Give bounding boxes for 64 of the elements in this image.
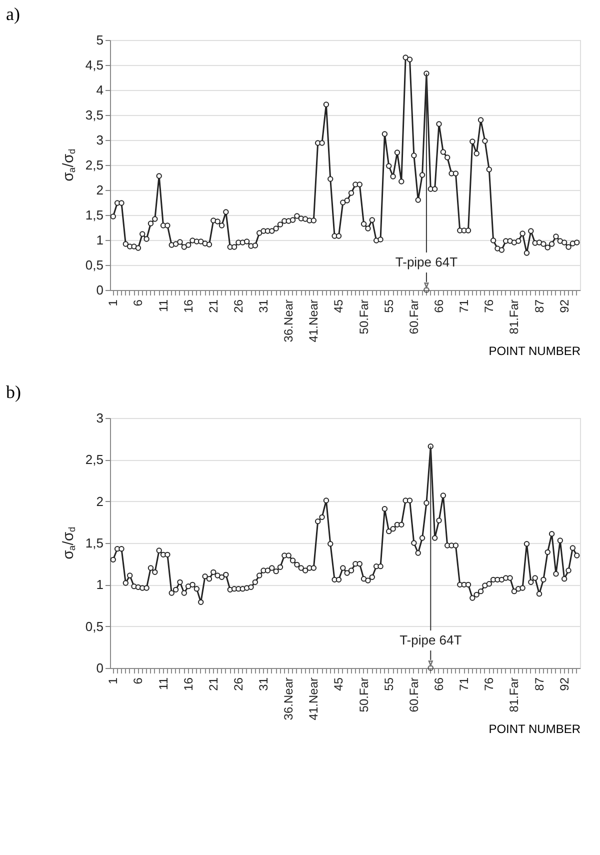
y-axis-title: σa/σd — [60, 148, 77, 182]
x-tick-label: 1 — [106, 677, 120, 684]
y-tick-label: 0 — [96, 660, 104, 676]
y-tick-label: 1 — [96, 577, 104, 592]
x-axis-title: POINT NUMBER — [488, 722, 581, 736]
x-tick-label: 87 — [532, 677, 546, 691]
x-axis-title: POINT NUMBER — [488, 344, 581, 358]
x-tick-label: 36.Near — [282, 678, 296, 720]
x-tick-label: 16 — [181, 299, 196, 313]
y-tick-label: 0,5 — [85, 618, 104, 634]
x-tick-label: 55 — [382, 299, 396, 313]
x-tick-label: 16 — [181, 677, 196, 691]
y-tick-label: 0,5 — [85, 258, 104, 272]
annotation: T-pipe 64T — [395, 254, 458, 270]
x-tick-label: 60.Far — [406, 300, 421, 334]
chart-title: b) — [6, 382, 21, 402]
y-tick-label: 2,5 — [85, 452, 104, 468]
x-tick-label: 92 — [557, 299, 572, 313]
x-tick-label: 71 — [457, 299, 472, 313]
x-tick-label: 60.Far — [406, 678, 421, 712]
y-tick-label: 2,5 — [85, 158, 104, 172]
x-tick-label: 55 — [382, 677, 396, 691]
x-tick-label: 81.Far — [507, 300, 522, 334]
x-tick-label: 26 — [231, 299, 246, 313]
x-tick-label: 21 — [206, 299, 220, 313]
x-tick-label: 76 — [482, 299, 496, 313]
y-tick-label: 1,5 — [85, 208, 104, 222]
x-tick-label: 26 — [231, 677, 246, 691]
y-tick-label: 3 — [96, 410, 104, 426]
y-tick-label: 2 — [96, 182, 104, 198]
y-tick-label: 2 — [96, 494, 104, 509]
x-tick-label: 31 — [256, 299, 271, 313]
y-tick-label: 3,5 — [85, 108, 104, 122]
x-tick-label: 31 — [256, 677, 271, 691]
x-tick-label: 92 — [557, 677, 572, 691]
x-tick-label: 45 — [332, 677, 346, 691]
x-tick-label: 11 — [156, 677, 170, 690]
y-tick-label: 1,5 — [85, 536, 104, 550]
x-tick-label: 36.Near — [282, 300, 296, 342]
y-tick-label: 4 — [96, 82, 104, 98]
x-tick-label: 50.Far — [356, 678, 371, 712]
chart-title: a) — [6, 4, 20, 24]
x-tick-label: 87 — [532, 299, 546, 313]
y-tick-label: 0 — [96, 282, 104, 298]
y-axis-title: σa/σd — [60, 526, 77, 560]
x-tick-label: 6 — [131, 299, 146, 306]
x-tick-label: 41.Near — [306, 300, 321, 342]
x-tick-label: 50.Far — [356, 300, 371, 334]
x-tick-label: 41.Near — [306, 678, 321, 720]
x-tick-label: 11 — [156, 299, 170, 312]
x-tick-label: 21 — [206, 677, 220, 691]
x-tick-label: 71 — [457, 677, 472, 691]
x-tick-label: 45 — [332, 299, 346, 313]
y-tick-label: 1 — [96, 232, 104, 248]
y-tick-label: 3 — [96, 132, 104, 148]
x-tick-label: 66 — [432, 677, 446, 691]
x-tick-label: 1 — [106, 299, 120, 306]
x-tick-label: 76 — [482, 677, 496, 691]
x-tick-label: 6 — [131, 677, 146, 684]
x-tick-label: 66 — [432, 299, 446, 313]
x-tick-label: 81.Far — [507, 678, 522, 712]
y-tick-label: 4,5 — [85, 58, 104, 72]
annotation: T-pipe 64T — [400, 632, 462, 648]
y-tick-label: 5 — [96, 32, 104, 48]
